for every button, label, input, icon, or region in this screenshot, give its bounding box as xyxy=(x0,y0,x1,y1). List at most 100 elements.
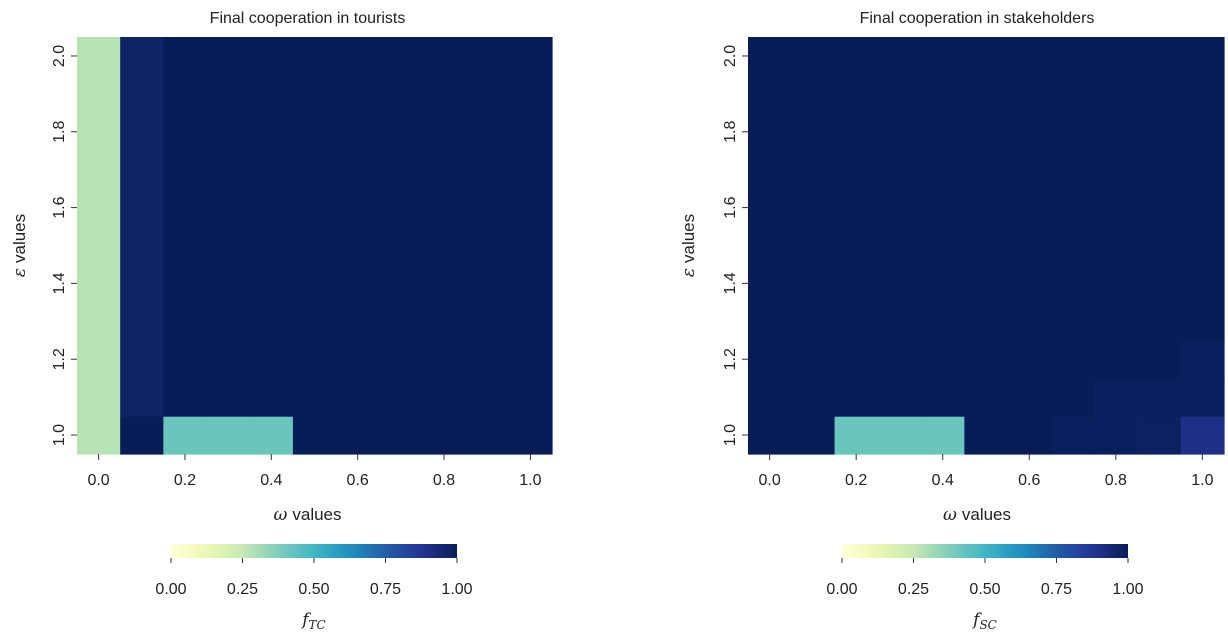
colorbar-ticks: 0.00 0.25 0.50 0.75 1.00 xyxy=(826,558,1144,598)
heatmap-cell xyxy=(748,74,792,114)
heatmap-cell xyxy=(964,74,1009,114)
heatmap-cell xyxy=(336,188,380,228)
colorbar xyxy=(171,544,457,558)
heatmap-cell xyxy=(77,37,121,76)
colorbar-label: fTC xyxy=(300,610,325,632)
heatmap-cell xyxy=(292,416,337,455)
heatmap-cell xyxy=(249,37,294,76)
colorbar-ticks: 0.00 0.25 0.50 0.75 1.00 xyxy=(155,558,473,598)
heatmap-cell xyxy=(1180,340,1225,379)
heatmap-cell xyxy=(964,37,1009,76)
heatmap-cell xyxy=(1137,74,1182,114)
heatmap-cell xyxy=(508,340,553,379)
heatmap-cell xyxy=(877,416,922,455)
heatmap-cell xyxy=(336,378,380,417)
heatmap-cell xyxy=(292,112,337,152)
y-tick-label: 1.4 xyxy=(722,272,739,294)
heatmap-cell xyxy=(921,74,965,114)
heatmap-cell xyxy=(120,226,164,266)
heatmap-cell xyxy=(748,264,792,303)
heatmap-cell xyxy=(336,74,380,114)
heatmap-cell xyxy=(921,188,965,228)
heatmap-cell xyxy=(877,37,922,76)
heatmap-cell xyxy=(508,378,553,417)
heatmap-cell xyxy=(1094,226,1139,266)
heatmap-cell xyxy=(1137,302,1182,341)
heatmap-cell xyxy=(206,264,251,303)
heatmap-cell xyxy=(1007,226,1052,266)
heatmap-cell xyxy=(1180,264,1225,303)
heatmap-cell xyxy=(877,74,922,114)
heatmap-cell xyxy=(508,150,553,190)
colorbar-tick-label: 0.75 xyxy=(1041,581,1072,598)
x-axis-symbol: ω xyxy=(273,505,287,525)
heatmap-cell xyxy=(791,188,836,228)
heatmap-cell xyxy=(834,378,879,417)
heatmap-cell xyxy=(791,302,836,341)
x-tick-label: 0.6 xyxy=(1018,472,1040,489)
heatmap-cell xyxy=(1050,378,1095,417)
heatmap-cell xyxy=(1094,378,1139,417)
heatmap-cell xyxy=(120,37,164,76)
heatmap-cell xyxy=(964,226,1009,266)
heatmap-panel-tourists: Final cooperation in tourists 0.0 0.2 0.4 0… xyxy=(10,10,553,632)
heatmap-cell xyxy=(791,37,836,76)
heatmap-cell xyxy=(465,74,510,114)
heatmap-cell xyxy=(508,188,553,228)
heatmap-cell xyxy=(120,378,164,417)
heatmap-cell xyxy=(249,226,294,266)
heatmap-cell xyxy=(120,340,164,379)
heatmap-cell xyxy=(422,188,467,228)
heatmap-cell xyxy=(163,264,208,303)
heatmap-cell xyxy=(336,226,380,266)
heatmap-cell xyxy=(163,226,208,266)
heatmap-cell xyxy=(1094,416,1139,455)
heatmap-cell xyxy=(120,416,164,455)
heatmap-cell xyxy=(292,188,337,228)
heatmap-cell xyxy=(1180,378,1225,417)
heatmap-cell xyxy=(877,378,922,417)
heatmap-cell xyxy=(206,112,251,152)
heatmap-cell xyxy=(292,74,337,114)
x-tick-label: 0.8 xyxy=(1105,472,1127,489)
heatmap-cell xyxy=(379,226,424,266)
heatmap-cell xyxy=(77,188,121,228)
heatmap-cell xyxy=(249,340,294,379)
y-axis-label-text: values xyxy=(10,214,29,263)
heatmap-cell xyxy=(422,340,467,379)
heatmap-cell xyxy=(748,416,792,455)
y-tick-label: 1.6 xyxy=(722,196,739,218)
heatmap-cells xyxy=(77,37,553,455)
x-axis-symbol: ω xyxy=(943,505,957,525)
heatmap-cell xyxy=(163,188,208,228)
heatmap-cell xyxy=(1137,150,1182,190)
y-tick-label: 1.6 xyxy=(51,196,68,218)
y-tick-label: 1.2 xyxy=(722,348,739,370)
heatmap-cell xyxy=(292,302,337,341)
colorbar-tick-label: 0.00 xyxy=(826,581,857,598)
heatmap-cell xyxy=(1094,302,1139,341)
heatmap-cell xyxy=(336,340,380,379)
heatmap-cell xyxy=(834,112,879,152)
colorbar-tick-label: 0.25 xyxy=(227,581,258,598)
colorbar-label-main: f xyxy=(971,610,982,630)
x-axis-ticks: 0.0 0.2 0.4 0.6 0.8 1.0 xyxy=(759,454,1214,489)
colorbar-tick-label: 0.50 xyxy=(969,581,1000,598)
heatmap-cell xyxy=(292,264,337,303)
heatmap-cell xyxy=(748,226,792,266)
y-tick-label: 1.2 xyxy=(51,348,68,370)
heatmap-cell xyxy=(834,340,879,379)
heatmap-cell xyxy=(379,378,424,417)
heatmap-cell xyxy=(1094,37,1139,76)
heatmap-cell xyxy=(748,340,792,379)
heatmap-cell xyxy=(1050,74,1095,114)
heatmap-cell xyxy=(465,112,510,152)
heatmap-cell xyxy=(1050,302,1095,341)
heatmap-cell xyxy=(791,226,836,266)
heatmap-cell xyxy=(1137,340,1182,379)
heatmap-cell xyxy=(1094,188,1139,228)
heatmap-cell xyxy=(1137,188,1182,228)
heatmap-cell xyxy=(964,416,1009,455)
heatmap-cell xyxy=(206,340,251,379)
heatmap-cell xyxy=(791,378,836,417)
